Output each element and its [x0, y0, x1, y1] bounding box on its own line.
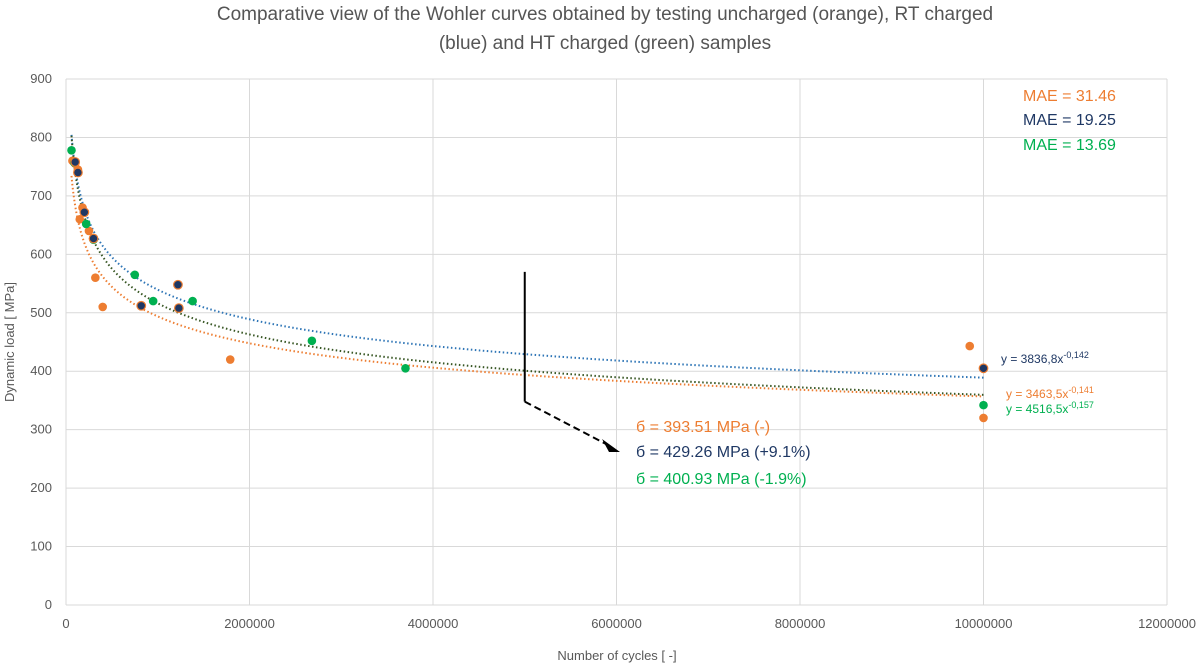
marker-dashed-arrow [524, 400, 607, 445]
data-point-ht-charged [81, 219, 91, 229]
data-point-ht-charged [188, 296, 197, 306]
x-tick-label: 6000000 [591, 616, 642, 631]
tick-labels: 0 100 200 300 400 500 600 700 800 900 0 2000000 4000… [30, 71, 1196, 631]
x-tick-label: 4000000 [408, 616, 459, 631]
x-tick-label: 12000000 [1138, 616, 1196, 631]
data-point-ht-charged [401, 364, 410, 373]
data-point-ht-charged [130, 270, 140, 280]
trendline-rt-charged [70, 134, 984, 379]
y-tick-label: 800 [30, 129, 52, 144]
data-points [67, 146, 989, 423]
x-tick-label: 10000000 [955, 616, 1013, 631]
data-point-uncharged [979, 413, 988, 423]
data-point-rt-charged [70, 157, 81, 167]
x-tick-label: 8000000 [775, 616, 826, 631]
data-point-rt-charged [978, 363, 989, 374]
trendline-uncharged [70, 175, 984, 398]
sigma-label-ht-charged: б = 400.93 MPa (-1.9%) [636, 471, 807, 488]
data-point-rt-charged [173, 303, 184, 314]
data-point-uncharged [91, 273, 100, 283]
y-tick-label: 0 [45, 597, 52, 612]
mae-label-ht-charged: MAE = 13.69 [1023, 137, 1116, 154]
sigma-label-rt-charged: б = 429.26 MPa (+9.1%) [636, 444, 811, 461]
data-point-rt-charged [173, 279, 183, 290]
data-point-uncharged [225, 355, 235, 364]
x-tick-label: 0 [62, 616, 69, 631]
data-point-rt-charged [73, 167, 83, 178]
equation-ht-charged: y = 4516,5x-0,157 [1006, 400, 1094, 416]
trendline-ht-charged [70, 135, 984, 396]
data-point-ht-charged [979, 400, 988, 410]
equation-rt-charged: y = 3836,8x-0,142 [1001, 350, 1089, 366]
y-axis-label: Dynamic load [ MPa] [2, 282, 17, 402]
x-tick-label: 2000000 [224, 616, 275, 631]
y-tick-label: 300 [30, 422, 52, 437]
y-tick-label: 900 [30, 71, 52, 86]
chart-title-line-1: Comparative view of the Wohler curves ob… [217, 4, 993, 25]
data-point-uncharged [84, 226, 94, 236]
y-tick-label: 100 [30, 539, 52, 554]
data-point-ht-charged [148, 296, 158, 306]
data-point-rt-charged [88, 233, 99, 244]
data-point-uncharged [98, 302, 107, 312]
mae-label-rt-charged: MAE = 19.25 [1023, 112, 1116, 129]
data-point-ht-charged [67, 146, 76, 155]
y-tick-label: 400 [30, 363, 52, 378]
y-tick-label: 500 [30, 305, 52, 320]
data-point-rt-charged [79, 207, 90, 218]
mae-label-uncharged: MAE = 31.46 [1023, 88, 1116, 105]
y-tick-label: 200 [30, 480, 52, 495]
arrowhead-icon [602, 439, 620, 452]
trendlines [70, 134, 984, 398]
data-point-uncharged [965, 341, 975, 351]
y-tick-label: 700 [30, 188, 52, 203]
chart-title-line-2: (blue) and HT charged (green) samples [439, 33, 771, 54]
data-point-rt-charged [136, 300, 147, 311]
gridlines [65, 78, 1168, 606]
y-tick-label: 600 [30, 246, 52, 261]
arrow-marker [523, 271, 620, 452]
data-point-uncharged [75, 214, 85, 224]
x-axis-label: Number of cycles [ -] [557, 648, 676, 663]
equation-uncharged: y = 3463,5x-0,141 [1006, 385, 1094, 401]
sigma-label-uncharged: б = 393.51 MPa (-) [636, 419, 770, 436]
data-point-ht-charged [307, 336, 317, 346]
